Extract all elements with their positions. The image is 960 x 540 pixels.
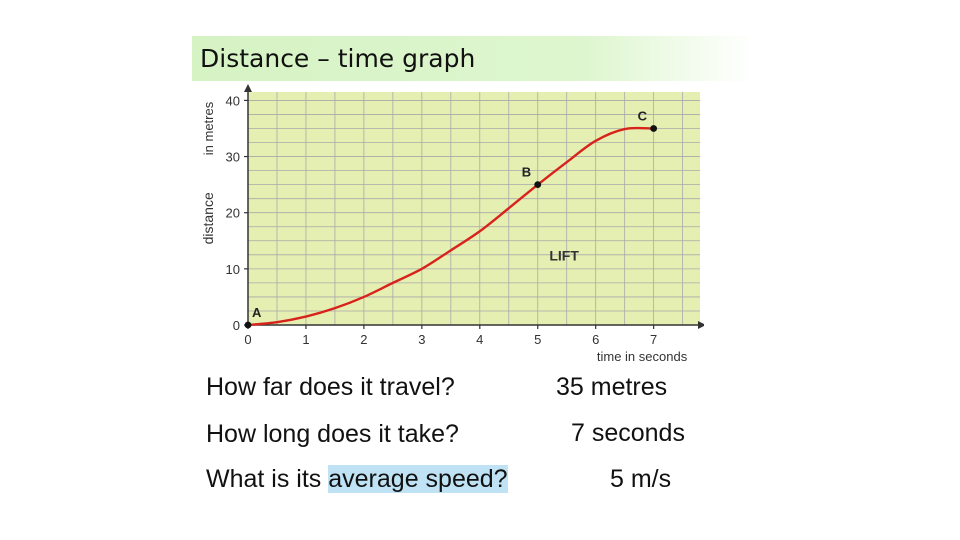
point-label-c: C (638, 108, 648, 123)
y-axis-label: distance (200, 192, 216, 244)
distance-curve (247, 126, 654, 327)
point-label-a: A (252, 305, 262, 320)
chart-svg: 0 1 2 3 4 5 6 7 0 10 20 30 40 distance in metres time i… (200, 84, 704, 364)
x-tick-label: 6 (592, 332, 599, 347)
distance-time-chart: 0 1 2 3 4 5 6 7 0 10 20 30 40 distance in metres time i… (200, 84, 704, 366)
point-c (650, 125, 658, 132)
y-tick-label: 30 (226, 150, 240, 165)
y-tick-label: 40 (226, 93, 240, 108)
question-2-text: How long does it take? (206, 420, 459, 448)
x-axis-label: time in seconds (597, 349, 688, 364)
x-tick-label: 3 (418, 332, 425, 347)
title-bar: Distance – time graph (192, 36, 754, 81)
annotation-lift: LIFT (549, 247, 579, 263)
question-1-text: How far does it travel? (206, 373, 455, 401)
question-2: How long does it take? (206, 419, 459, 449)
y-axis-arrow (244, 84, 252, 92)
point-a (244, 321, 252, 329)
question-1: How far does it travel? (206, 372, 455, 402)
x-axis-arrow (698, 321, 704, 329)
x-tick-label: 2 (360, 332, 367, 347)
answer-3: 5 m/s (610, 465, 672, 493)
answer-2: 7 seconds (571, 419, 685, 447)
x-tick-label: 4 (476, 332, 483, 347)
y-tick-label: 10 (226, 262, 240, 277)
y-tick-label: 0 (233, 318, 240, 333)
question-3-highlight: average speed? (328, 465, 508, 493)
x-tick-label: 0 (244, 332, 251, 347)
y-tick-label: 20 (226, 206, 240, 221)
x-tick-label: 1 (302, 332, 309, 347)
x-tick-label: 7 (650, 332, 657, 347)
question-3-prefix: What is its (206, 465, 329, 493)
point-b (534, 181, 542, 189)
x-tick-label: 5 (534, 332, 541, 347)
plot-area (248, 92, 700, 325)
slide-title: Distance – time graph (200, 44, 476, 73)
question-3: What is its average speed? (206, 464, 508, 494)
answer-1: 35 metres (556, 373, 668, 401)
point-label-b: B (522, 165, 531, 180)
y-axis-unit-label: in metres (201, 101, 216, 155)
